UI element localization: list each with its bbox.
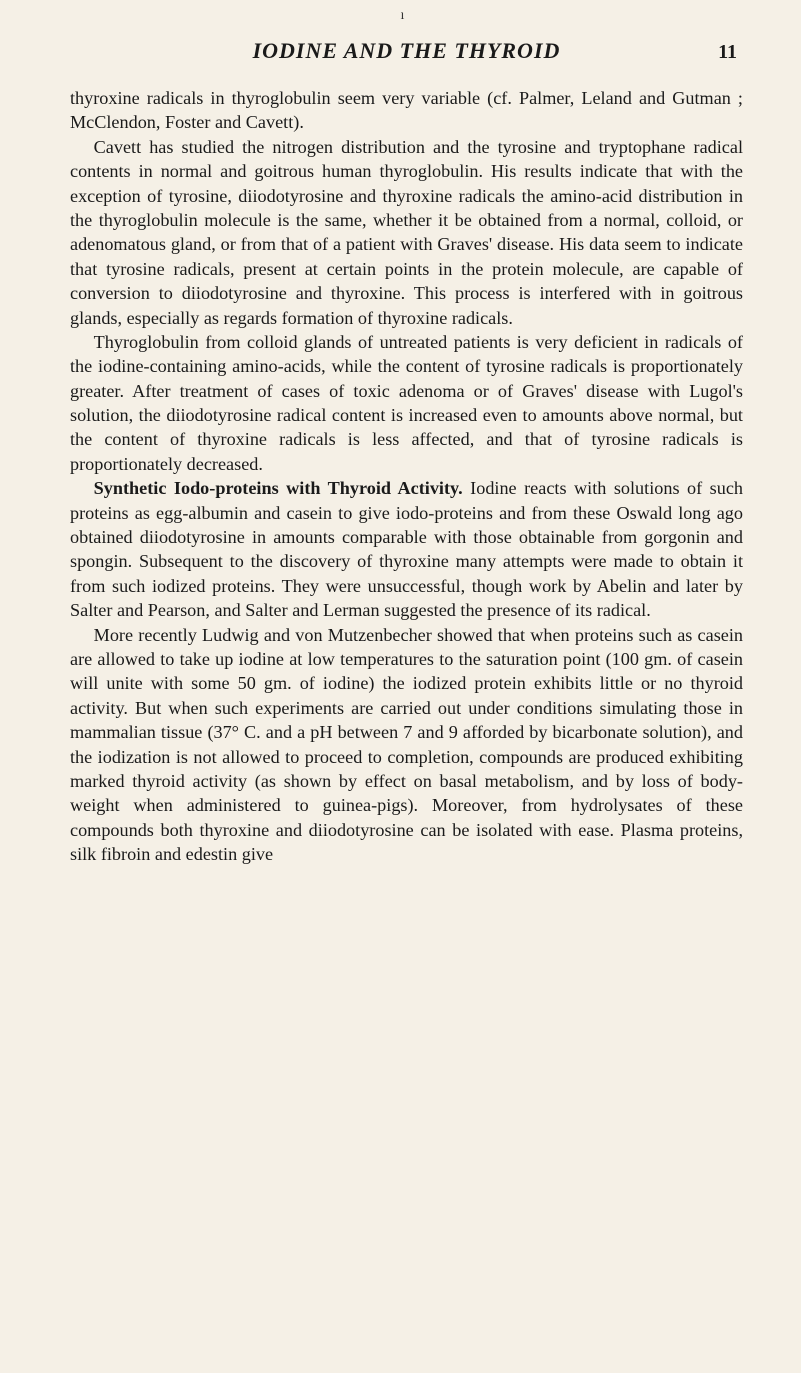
subheading-synthetic: Synthetic Iodo-proteins with Thyroid Act… — [94, 478, 463, 498]
page-number: 11 — [697, 41, 737, 64]
document-page: ı IODINE AND THE THYROID 11 thyroxine ra… — [0, 0, 801, 1373]
paragraph-3: Thyroglobulin from colloid glands of unt… — [70, 330, 743, 476]
page-header: IODINE AND THE THYROID 11 — [70, 38, 743, 64]
page-mark: ı — [401, 8, 405, 24]
body-text: thyroxine radicals in thyroglobulin seem… — [70, 86, 743, 867]
running-title: IODINE AND THE THYROID — [116, 38, 697, 64]
paragraph-1: thyroxine radicals in thyroglobulin seem… — [70, 86, 743, 135]
paragraph-4: Synthetic Iodo-proteins with Thyroid Act… — [70, 476, 743, 622]
paragraph-2: Cavett has studied the nitrogen distribu… — [70, 135, 743, 330]
paragraph-5: More recently Ludwig and von Mutzenbeche… — [70, 623, 743, 867]
paragraph-4-rest: Iodine reacts with solutions of such pro… — [70, 478, 743, 620]
